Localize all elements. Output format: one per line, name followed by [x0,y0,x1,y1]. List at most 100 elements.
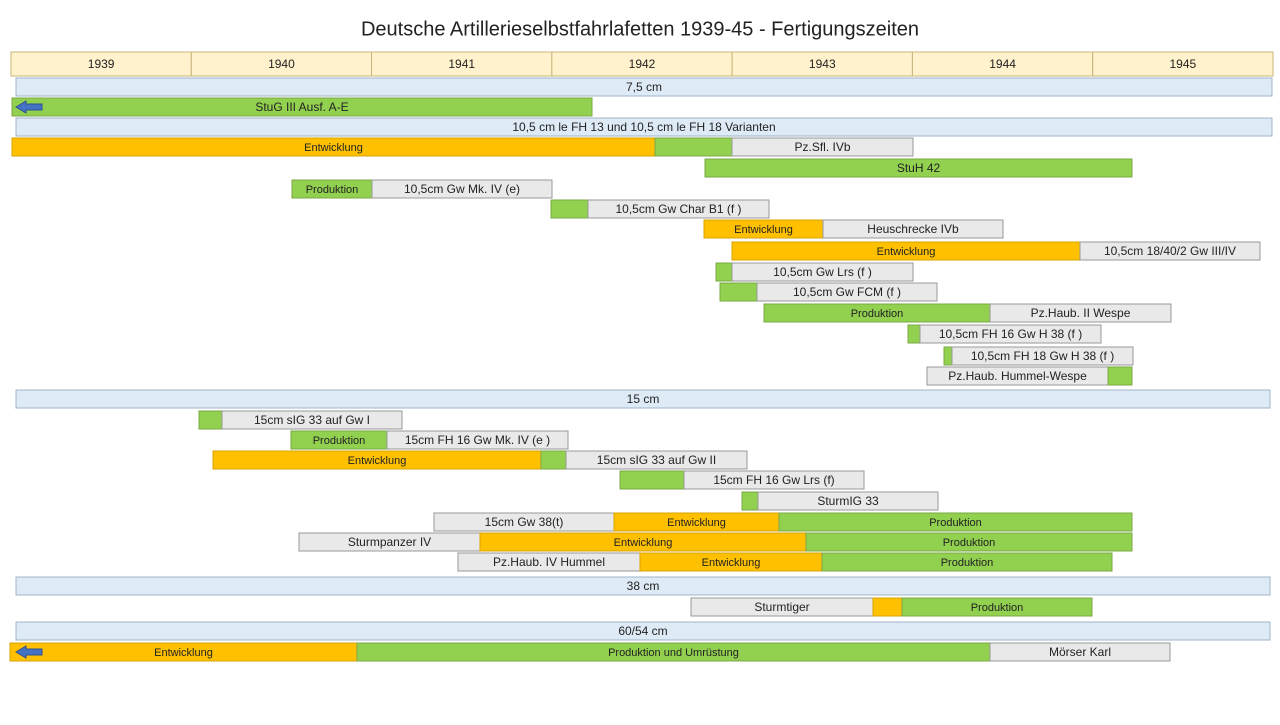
bar-label: Produktion [306,184,359,196]
year-label: 1943 [809,57,836,71]
bar-label: 10,5cm Gw Char B1 (f ) [615,202,741,216]
bar-segment [989,303,1172,323]
bar-label: 15cm sIG 33 auf Gw I [254,413,370,427]
section-label: 60/54 cm [618,624,667,638]
bar-label: Mörser Karl [1049,645,1111,659]
section-header [15,389,1271,409]
bar-label: Pz.Sfl. IVb [794,140,850,154]
section-label: 10,5 cm le FH 13 und 10,5 cm le FH 18 Va… [512,120,775,134]
year-label: 1942 [629,57,656,71]
year-cell [1092,51,1274,77]
bar-segment [371,179,553,199]
bar-label: Pz.Haub. IV Hummel [493,555,605,569]
section-header [15,117,1273,137]
year-cell [371,51,553,77]
bar-segment [1079,241,1261,261]
bar-label: Entwicklung [304,142,363,154]
section-label: 7,5 cm [626,80,662,94]
bar-label: Produktion [941,557,994,569]
bar-label: 10,5cm Gw FCM (f ) [793,285,901,299]
arrow-icon [15,100,43,114]
bar-segment [715,262,733,282]
bar-label: SturmIG 33 [817,494,879,508]
bar-segment [731,137,914,157]
bar-label: Entwicklung [614,537,673,549]
bar-segment [989,642,1171,662]
bar-segment [11,97,593,117]
bar-label: Sturmtiger [754,600,809,614]
bar-segment [943,346,953,366]
bar-label: Pz.Haub. Hummel-Wespe [948,369,1087,383]
bar-label: Produktion [929,517,982,529]
bar-label: Entwicklung [877,246,936,258]
bar-segment [654,137,733,157]
bar-label: 10,5cm FH 18 Gw H 38 (f ) [971,349,1114,363]
bar-segment [822,219,1004,239]
bar-segment [540,450,567,470]
bar-segment [550,199,589,219]
bar-segment [386,430,569,450]
bar-label: 10,5cm Gw Mk. IV (e) [404,182,520,196]
bar-segment [778,512,1133,532]
bar-label: Sturmpanzer IV [348,535,431,549]
bar-label: 10,5cm 18/40/2 Gw III/IV [1104,244,1236,258]
bar-segment [731,262,914,282]
bar-label: Produktion [313,435,366,447]
bar-label: Produktion und Umrüstung [608,647,739,659]
bar-segment [198,410,223,430]
bar-label: 15cm FH 16 Gw Lrs (f) [713,473,834,487]
bar-label: 15cm FH 16 Gw Mk. IV (e ) [405,433,550,447]
bar-segment [951,346,1134,366]
arrow-icon [15,645,43,659]
bar-label: Entwicklung [667,517,726,529]
bar-label: 15cm sIG 33 auf Gw II [597,453,716,467]
bar-segment [805,532,1133,552]
bar-label: StuH 42 [897,161,941,175]
bar-label: Produktion [971,602,1024,614]
bar-label: Entwicklung [348,455,407,467]
year-label: 1941 [448,57,475,71]
bar-segment [683,470,865,490]
bar-label: Produktion [943,537,996,549]
bar-segment [919,324,1102,344]
bar-segment [619,470,685,490]
year-cell [911,51,1094,77]
section-label: 15 cm [627,392,660,406]
year-label: 1939 [88,57,115,71]
bar-label: Produktion [851,308,904,320]
bar-label: StuG III Ausf. A-E [255,100,348,114]
section-header [15,576,1271,596]
bar-segment [907,324,921,344]
bar-segment [719,282,758,302]
bar-segment [1107,366,1133,386]
bar-label: 15cm Gw 38(t) [485,515,564,529]
title: Deutsche Artillerieselbstfahrlafetten 19… [361,18,919,40]
bar-label: Pz.Haub. II Wespe [1031,306,1131,320]
bar-segment [901,597,1093,617]
section-label: 38 cm [627,579,660,593]
bar-segment [704,158,1133,178]
bar-label: Entwicklung [702,557,761,569]
bar-segment [741,491,759,511]
year-cell [10,51,192,77]
section-header [15,77,1273,97]
bar-label: Entwicklung [154,647,213,659]
bar-segment [221,410,403,430]
bar-segment [821,552,1113,572]
year-label: 1945 [1170,57,1197,71]
year-label: 1944 [989,57,1016,71]
bar-segment [756,282,938,302]
bar-segment [565,450,748,470]
section-header [15,621,1271,641]
bar-segment [872,597,903,617]
bar-label: 10,5cm FH 16 Gw H 38 (f ) [939,327,1082,341]
year-cell [190,51,373,77]
bar-segment [757,491,939,511]
year-label: 1940 [268,57,295,71]
bar-label: Heuschrecke IVb [867,222,959,236]
year-cell [731,51,913,77]
bar-label: Entwicklung [734,224,793,236]
bar-segment [587,199,770,219]
bar-label: 10,5cm Gw Lrs (f ) [773,265,872,279]
